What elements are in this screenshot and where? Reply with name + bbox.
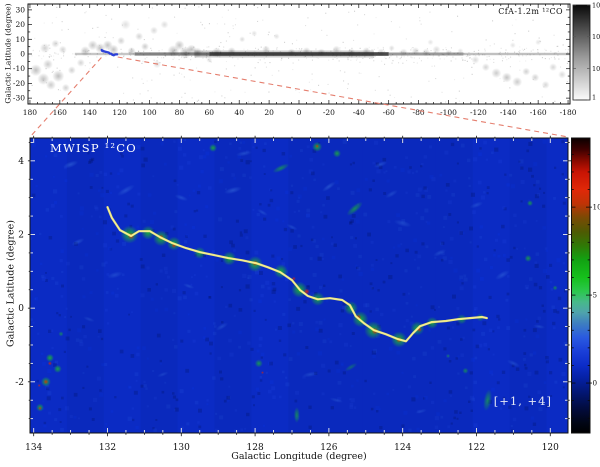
svg-text:128: 128	[247, 443, 264, 453]
svg-text:-2: -2	[15, 378, 24, 388]
svg-text:134: 134	[25, 443, 42, 453]
svg-text:80: 80	[175, 108, 185, 117]
bottom-panel-tick-labels: 134 132 130 128 126 124 122 120 4 2 0 -2	[15, 157, 559, 453]
svg-text:20: 20	[264, 108, 274, 117]
svg-text:2: 2	[18, 231, 24, 241]
svg-text:126: 126	[320, 443, 337, 453]
svg-text:-100: -100	[440, 108, 457, 117]
bottom-panel-axes	[27, 135, 571, 437]
bottom-colorbar: 10 5 0	[571, 137, 600, 434]
svg-text:10: 10	[15, 35, 25, 44]
top-panel-axes	[27, 3, 571, 105]
svg-text:160: 160	[53, 108, 68, 117]
svg-text:0: 0	[593, 379, 598, 388]
svg-text:30: 30	[15, 5, 25, 14]
svg-text:10³: 10³	[592, 2, 600, 10]
svg-text:-80: -80	[413, 108, 425, 117]
svg-text:-140: -140	[500, 108, 517, 117]
svg-text:120: 120	[112, 108, 127, 117]
svg-text:0: 0	[20, 50, 25, 59]
svg-text:124: 124	[394, 443, 411, 453]
svg-text:-30: -30	[13, 94, 25, 103]
svg-text:1: 1	[592, 94, 596, 102]
svg-text:-60: -60	[383, 108, 395, 117]
bottom-panel-map	[30, 138, 569, 433]
svg-text:40: 40	[234, 108, 244, 117]
svg-text:0: 0	[297, 108, 302, 117]
svg-text:-20: -20	[13, 79, 25, 88]
svg-text:20: 20	[15, 20, 25, 29]
svg-text:-120: -120	[470, 108, 487, 117]
filament-highlight-path	[100, 48, 119, 57]
svg-text:122: 122	[468, 443, 485, 453]
svg-text:10²: 10²	[592, 33, 600, 41]
top-colorbar: 10³ 10² 10¹ 1	[572, 2, 600, 102]
svg-text:4: 4	[18, 157, 24, 167]
zoom-connector-lines	[29, 56, 569, 138]
svg-text:-180: -180	[560, 108, 577, 117]
svg-text:100: 100	[142, 108, 157, 117]
svg-text:180: 180	[23, 108, 38, 117]
svg-text:60: 60	[205, 108, 215, 117]
svg-text:-20: -20	[323, 108, 335, 117]
svg-text:-40: -40	[353, 108, 365, 117]
zoom-connector-line-right	[117, 56, 569, 138]
svg-text:132: 132	[99, 443, 116, 453]
svg-text:10: 10	[593, 203, 600, 212]
svg-text:5: 5	[593, 291, 598, 300]
svg-text:120: 120	[542, 443, 559, 453]
svg-text:140: 140	[83, 108, 98, 117]
svg-text:130: 130	[173, 443, 190, 453]
svg-text:-10: -10	[13, 64, 25, 73]
svg-text:0: 0	[18, 304, 24, 314]
top-panel-map	[28, 4, 570, 104]
svg-text:10¹: 10¹	[592, 65, 600, 73]
svg-text:-160: -160	[530, 108, 547, 117]
top-panel-tick-labels: 180 160 140 120 100 80 60 40 20 0 -20 -40 -60 -80 -100…	[13, 5, 577, 117]
